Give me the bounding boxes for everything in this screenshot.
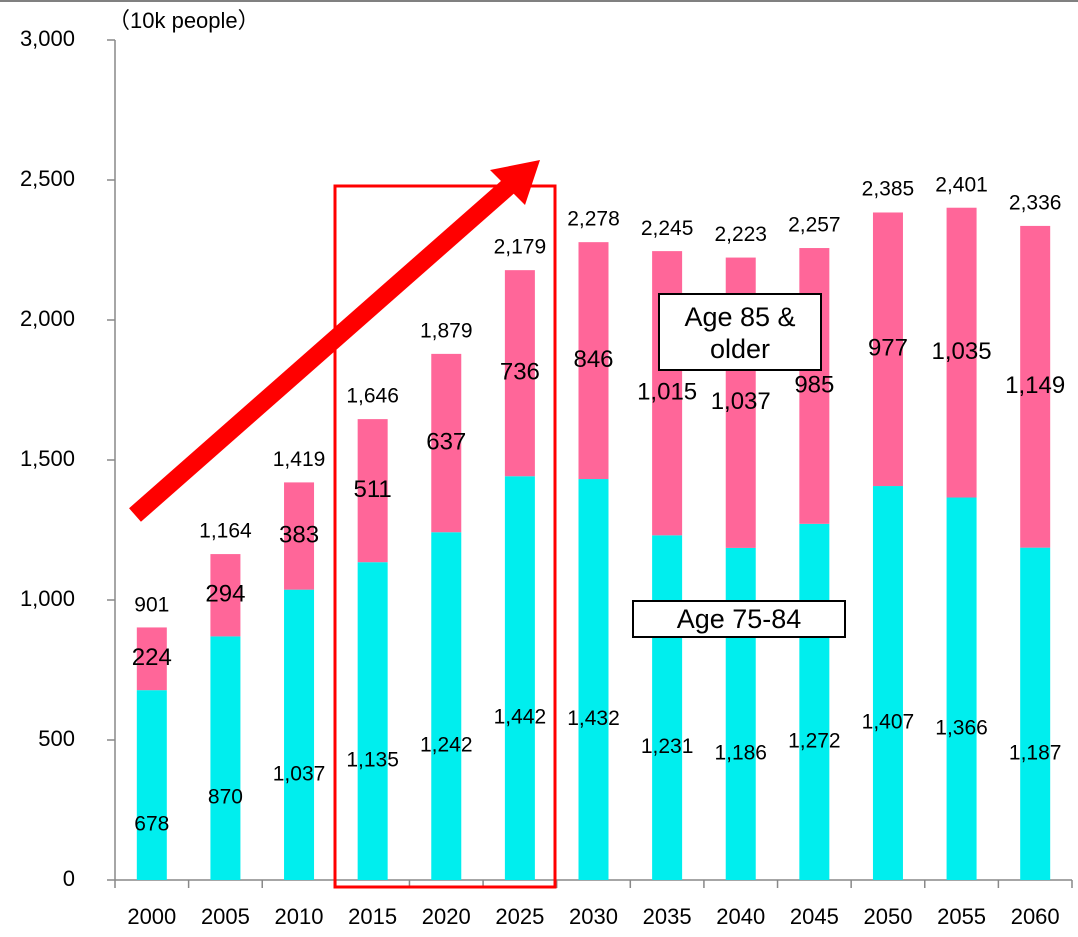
- x-tick-label: 2025: [495, 904, 544, 929]
- data-label: 1,242: [420, 734, 473, 757]
- x-tick-label: 2035: [643, 904, 692, 929]
- bar-segment: [504, 476, 535, 880]
- bar-segment: [946, 497, 977, 880]
- x-tick-label: 2005: [201, 904, 250, 929]
- data-label: 870: [208, 786, 243, 809]
- x-tick-label: 2055: [937, 904, 986, 929]
- bar-segment: [431, 532, 462, 880]
- total-label: 2,257: [788, 214, 841, 237]
- data-label: 1,407: [862, 711, 915, 734]
- x-tick-label: 2030: [569, 904, 618, 929]
- data-label: 1,432: [567, 707, 620, 730]
- data-label: 1,186: [714, 742, 767, 765]
- bar-segment: [210, 554, 241, 637]
- x-tick-label: 2020: [422, 904, 471, 929]
- total-label: 1,164: [199, 520, 252, 543]
- x-tick-label: 2045: [790, 904, 839, 929]
- data-label: 1,149: [1005, 372, 1065, 399]
- y-tick-label: 3,000: [20, 26, 75, 51]
- total-label: 2,401: [935, 173, 988, 196]
- trend-arrow-head: [490, 160, 540, 205]
- data-label: 1,135: [346, 749, 399, 772]
- total-label: 2,385: [862, 178, 915, 201]
- y-tick-label: 2,500: [20, 166, 75, 191]
- bar-segment: [652, 535, 683, 880]
- data-label: 736: [500, 359, 540, 386]
- y-axis-label: （10k people）: [108, 8, 260, 33]
- y-tick-label: 500: [38, 726, 75, 751]
- bar-segment: [872, 486, 903, 880]
- bar-segment: [1020, 225, 1051, 548]
- total-label: 1,879: [420, 319, 473, 342]
- bar-segment: [210, 636, 241, 880]
- total-label: 2,245: [641, 217, 694, 240]
- data-label: 977: [868, 335, 908, 362]
- x-tick-label: 2015: [348, 904, 397, 929]
- bar-segment: [1020, 547, 1051, 880]
- bar-segment: [725, 547, 756, 880]
- legend-entry: Age 75-84: [632, 600, 846, 638]
- bar-segment: [578, 242, 609, 480]
- data-label: 846: [573, 346, 613, 373]
- y-tick-label: 1,500: [20, 446, 75, 471]
- data-label: 1,231: [641, 735, 694, 758]
- data-label: 294: [205, 581, 245, 608]
- data-label: 1,035: [932, 338, 992, 365]
- x-tick-label: 2040: [716, 904, 765, 929]
- data-label: 1,366: [935, 716, 988, 739]
- bar-segment: [284, 482, 315, 590]
- x-tick-label: 2060: [1011, 904, 1060, 929]
- bar-segment: [872, 212, 903, 487]
- data-label: 678: [134, 813, 169, 836]
- data-label: 1,015: [637, 379, 697, 406]
- bar-segment: [504, 270, 535, 477]
- bar-segment: [136, 627, 167, 691]
- bar-segment: [357, 562, 388, 880]
- legend-entry: Age 85 & older: [658, 293, 822, 371]
- bar-segment: [284, 589, 315, 880]
- data-label: 224: [132, 644, 172, 671]
- data-label: 383: [279, 521, 319, 548]
- total-label: 2,336: [1009, 191, 1062, 214]
- data-label: 1,442: [494, 706, 547, 729]
- x-tick-label: 2050: [863, 904, 912, 929]
- bar-segment: [136, 690, 167, 880]
- data-label: 1,187: [1009, 741, 1062, 764]
- total-label: 2,278: [567, 208, 620, 231]
- y-tick-label: 0: [63, 866, 75, 891]
- bar-segment: [357, 419, 388, 563]
- x-tick-label: 2000: [127, 904, 176, 929]
- bar-segment: [799, 523, 830, 880]
- data-label: 1,272: [788, 729, 841, 752]
- bar-segment: [431, 353, 462, 533]
- bar-segment: [578, 479, 609, 880]
- total-label: 1,646: [346, 385, 399, 408]
- total-label: 901: [134, 593, 169, 616]
- data-label: 985: [794, 371, 834, 398]
- data-label: 511: [354, 476, 392, 503]
- data-label: 1,037: [711, 388, 771, 415]
- data-label: 637: [426, 428, 466, 455]
- y-tick-label: 2,000: [20, 306, 75, 331]
- trend-arrow: [129, 178, 516, 522]
- data-label: 1,037: [273, 762, 326, 785]
- highlight-box: [333, 184, 557, 889]
- total-label: 2,223: [714, 223, 767, 246]
- x-tick-label: 2010: [275, 904, 324, 929]
- bar-segment: [946, 207, 977, 498]
- total-label: 2,179: [494, 235, 547, 258]
- total-label: 1,419: [273, 448, 326, 471]
- y-tick-label: 1,000: [20, 586, 75, 611]
